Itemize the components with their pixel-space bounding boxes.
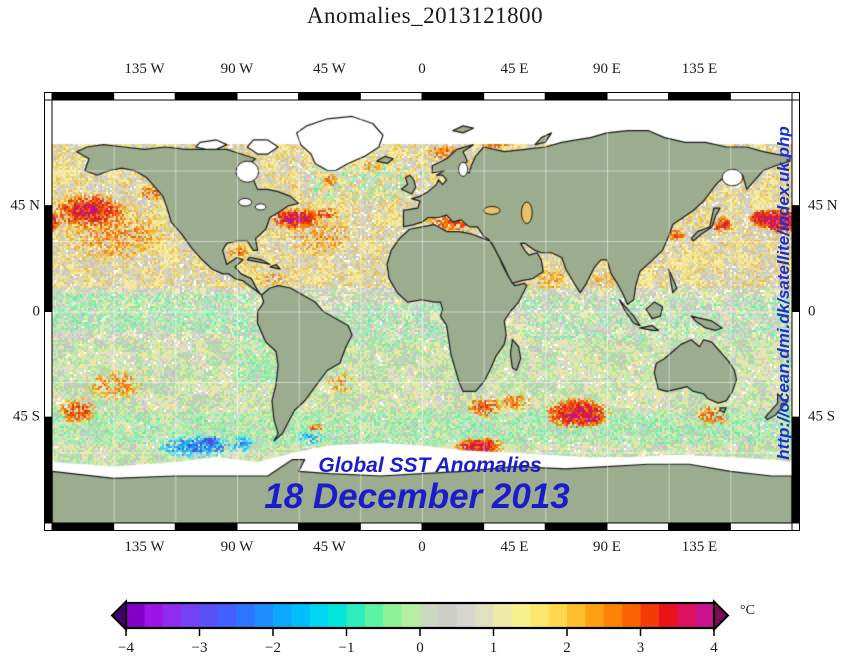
colorbar-segment — [328, 603, 348, 628]
colorbar-segment — [236, 603, 256, 628]
colorbar-segment — [309, 603, 329, 628]
lat-label-right: 45 N — [808, 197, 838, 214]
colorbar-segment — [548, 603, 568, 628]
colorbar-segment — [640, 603, 660, 628]
colorbar-tick-label: 1 — [490, 640, 498, 656]
lat-label-right: 0 — [808, 303, 816, 319]
colorbar-segment — [438, 603, 458, 628]
colorbar-segment — [493, 603, 513, 628]
lon-label-bottom: 135 W — [124, 539, 165, 555]
colorbar-segment — [181, 603, 201, 628]
map-overlay-date: 18 December 2013 — [264, 477, 570, 516]
map-panel: Global SST Anomalies 18 December 2013 ht… — [44, 92, 800, 531]
colorbar-tick-label: 2 — [563, 640, 571, 656]
colorbar-segment — [273, 603, 292, 628]
colorbar-tick-label: −2 — [265, 640, 281, 656]
colorbar-segment — [456, 603, 476, 628]
map-overlay-title: Global SST Anomalies — [318, 454, 542, 477]
lon-label-top: 45 W — [313, 61, 346, 77]
lat-label-left: 0 — [32, 303, 41, 319]
lon-label-top: 135 E — [681, 61, 718, 77]
colorbar-tick-label: 0 — [416, 640, 424, 656]
lat-label-left: 45 N — [10, 197, 40, 214]
colorbar-tick-label: 4 — [710, 640, 718, 656]
colorbar-segment — [603, 603, 623, 628]
map-zebra-frame — [44, 92, 800, 531]
lon-label-top: 135 W — [124, 61, 165, 77]
colorbar-segment — [217, 603, 237, 628]
lat-label-right: 45 S — [808, 408, 836, 425]
colorbar-segment — [383, 603, 403, 628]
temperature-colorbar: −4 −3 −2 −1 0 1 2 3 4 °C — [110, 599, 755, 656]
colorbar-segment — [530, 603, 550, 628]
lon-label-bottom: 135 E — [681, 539, 718, 555]
colorbar-segment — [199, 603, 219, 628]
lon-label-bottom: 90 E — [593, 539, 621, 555]
source-url-link[interactable]: http://ocean.dmi.dk/satellite/index.uk.p… — [774, 126, 793, 460]
colorbar-segment — [585, 603, 605, 628]
colorbar-right-arrow — [713, 599, 730, 632]
colorbar-segment — [346, 603, 366, 628]
lon-label-top: 0 — [418, 61, 426, 77]
lon-label-bottom: 90 W — [220, 539, 254, 555]
colorbar-segment — [622, 603, 642, 628]
lon-label-bottom: 0 — [418, 539, 426, 555]
lon-label-top: 45 E — [500, 61, 529, 77]
colorbar-outline — [124, 601, 716, 630]
lon-label-top: 90 W — [220, 61, 254, 77]
colorbar-unit-label: °C — [740, 603, 755, 618]
colorbar-left-arrow — [110, 599, 127, 632]
colorbar-segment — [511, 603, 531, 628]
colorbar-segment — [162, 603, 182, 628]
colorbar-tick-label: −4 — [118, 640, 134, 656]
lat-label-left: 45 S — [12, 408, 40, 425]
colorbar-tick-label: −3 — [192, 640, 208, 656]
colorbar-segment — [291, 603, 311, 628]
colorbar-segment — [254, 603, 274, 628]
lon-label-bottom: 45 W — [313, 539, 346, 555]
colorbar-segment — [677, 603, 697, 628]
colorbar-segment — [420, 603, 439, 628]
colorbar-segment — [695, 603, 715, 628]
lon-label-top: 90 E — [593, 61, 621, 77]
lon-label-bottom: 45 E — [500, 539, 529, 555]
colorbar-tick-label: 3 — [637, 640, 645, 656]
colorbar-segment — [401, 603, 421, 628]
figure-title: Anomalies_2013121800 — [306, 3, 544, 28]
colorbar-segment — [144, 603, 164, 628]
sst-anomaly-map — [52, 100, 792, 523]
colorbar-segment — [364, 603, 384, 628]
colorbar-segment — [658, 603, 678, 628]
colorbar-segment — [126, 603, 145, 628]
colorbar-tick-label: −1 — [339, 640, 355, 656]
colorbar-segment — [567, 603, 586, 628]
colorbar-segment — [475, 603, 495, 628]
